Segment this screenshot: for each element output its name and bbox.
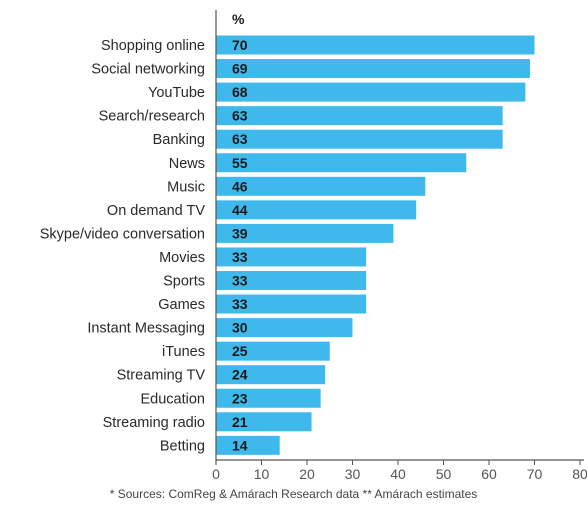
value-label: 14	[232, 437, 248, 453]
bar	[216, 388, 321, 408]
category-label: Skype/video conversation	[40, 226, 205, 242]
category-label: Social networking	[91, 62, 205, 78]
value-label: 63	[232, 131, 248, 147]
bar	[216, 294, 367, 314]
bar	[216, 318, 353, 338]
value-label: 46	[232, 178, 248, 194]
category-label: On demand TV	[107, 203, 205, 219]
category-label: Search/research	[99, 109, 205, 125]
category-label: Banking	[153, 132, 205, 148]
value-label: 69	[232, 61, 248, 77]
value-label: 70	[232, 37, 248, 53]
value-label: 33	[232, 296, 248, 312]
value-label: 33	[232, 273, 248, 289]
category-label: Instant Messaging	[87, 321, 205, 337]
value-label: 25	[232, 343, 248, 359]
bar	[216, 223, 394, 243]
value-label: 63	[232, 108, 248, 124]
category-label: Music	[167, 179, 205, 195]
category-labels: Shopping online Social networking YouTube S…	[40, 38, 206, 454]
category-label: YouTube	[148, 85, 205, 101]
x-tick-label: 40	[390, 466, 406, 482]
x-tick-label: 50	[436, 466, 452, 482]
value-labels: 70 69 68 63 63 55 46 44 39 33 33 33 30 25 24 23 21 14	[232, 37, 248, 453]
x-axis: 0 10 20 30 40 50 60 70 80	[212, 459, 587, 482]
category-label: Sports	[163, 274, 205, 290]
value-label: 68	[232, 84, 248, 100]
bar	[216, 412, 312, 432]
category-label: iTunes	[162, 344, 205, 360]
category-label: Streaming TV	[117, 368, 206, 384]
category-label: Streaming radio	[103, 415, 205, 431]
bar	[216, 435, 280, 455]
category-label: Movies	[159, 250, 205, 266]
x-tick-label: 60	[481, 466, 497, 482]
bar	[216, 106, 503, 126]
x-tick-label: 80	[572, 466, 587, 482]
bar	[216, 271, 367, 290]
value-label: 33	[232, 249, 248, 265]
x-tick-label: 20	[299, 466, 315, 482]
bar	[216, 82, 526, 102]
category-label: Shopping online	[101, 38, 205, 54]
bar	[216, 365, 326, 385]
category-label: Betting	[160, 438, 205, 454]
bar-chart: Shopping online Social networking YouTube S…	[40, 10, 587, 482]
bar	[216, 176, 426, 196]
bar	[216, 341, 330, 361]
unit-label: %	[232, 11, 245, 27]
x-tick-label: 10	[254, 466, 270, 482]
x-tick-label: 0	[212, 466, 220, 482]
bar	[216, 200, 417, 220]
x-tick-label: 30	[345, 466, 361, 482]
value-label: 24	[232, 367, 248, 383]
footnote: * Sources: ComReg & Amárach Research dat…	[109, 487, 478, 501]
value-label: 30	[232, 320, 248, 336]
value-label: 21	[232, 414, 248, 430]
x-tick-label: 70	[527, 466, 543, 482]
category-label: Education	[141, 391, 206, 407]
bar	[216, 59, 530, 79]
bar	[216, 129, 503, 149]
category-label: Games	[158, 297, 205, 313]
bar	[216, 35, 535, 55]
bars-group	[216, 35, 535, 455]
value-label: 55	[232, 155, 248, 171]
category-label: News	[169, 156, 205, 172]
value-label: 44	[232, 202, 248, 218]
bar	[216, 247, 367, 267]
value-label: 39	[232, 225, 248, 241]
bar	[216, 153, 467, 173]
value-label: 23	[232, 390, 248, 406]
